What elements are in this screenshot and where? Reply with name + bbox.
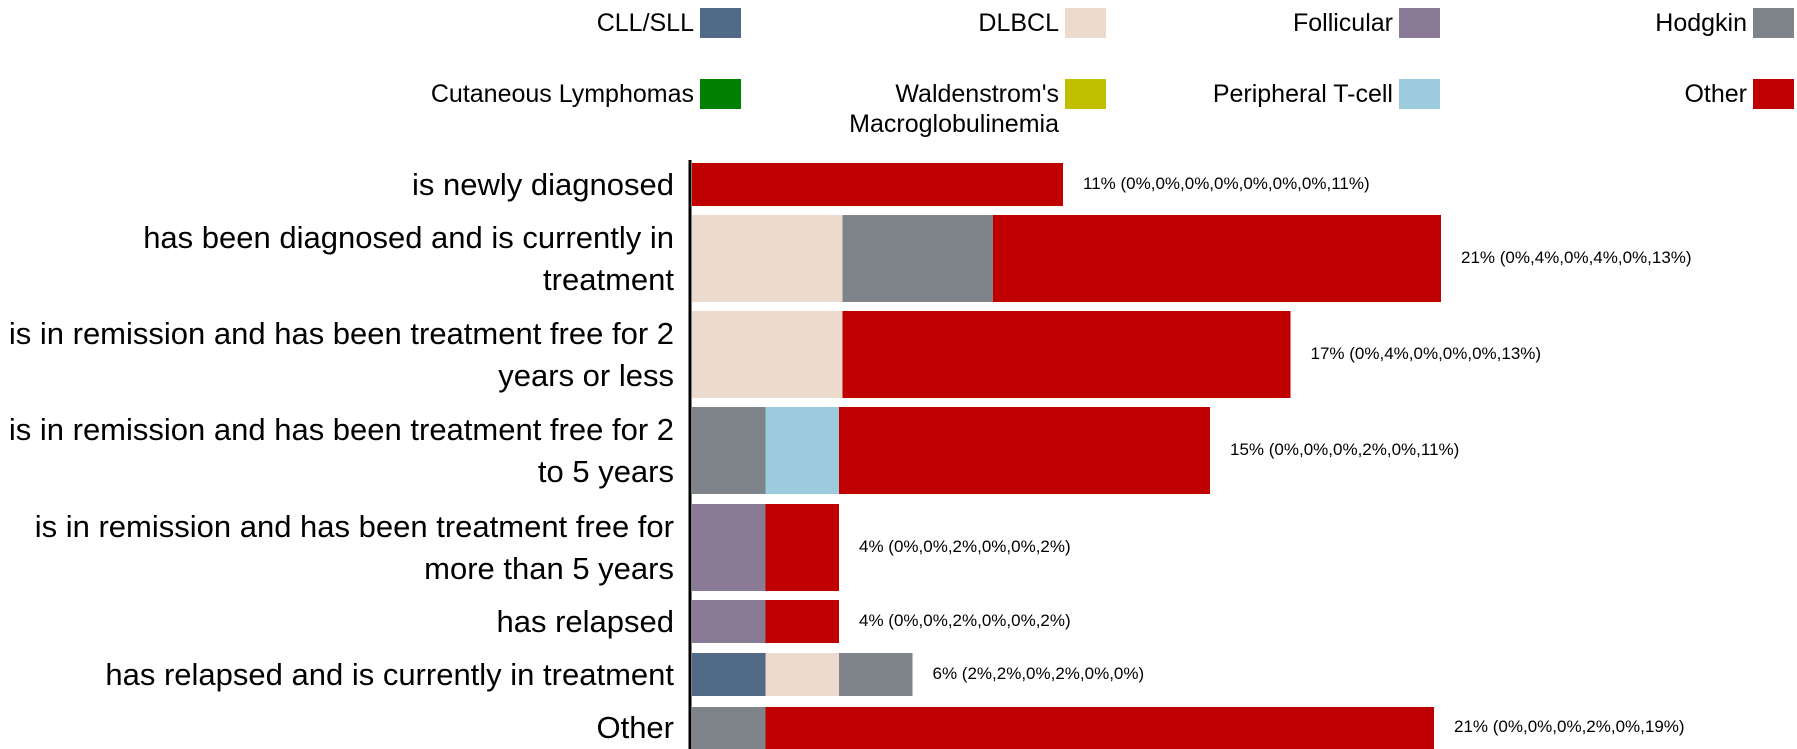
category-label: has been diagnosed and is currently in t… [143,219,674,297]
legend-swatch [1399,79,1440,109]
bar-segment [839,653,913,696]
bar-segment [692,163,1063,206]
bar-segment [839,407,1210,494]
legend-label: CLL/SLL [596,9,694,37]
legend-label: Hodgkin [1655,9,1747,37]
category-label: has relapsed [496,603,674,639]
legend-swatch [1065,8,1106,38]
legend-swatch [700,79,741,109]
bar-segment [692,653,766,696]
value-label: 17% (0%,4%,0%,0%,0%,13%) [1310,343,1542,363]
category-label: is in remission and has been treatment f… [34,508,674,586]
category-label: Other [596,710,674,745]
legend-label: Cutaneous Lymphomas [430,80,694,108]
value-label: 4% (0%,0%,2%,0%,0%,2%) [859,536,1071,556]
legend-label: Follicular [1292,9,1393,37]
legend-swatch [1753,8,1794,38]
bar-segment [842,311,1291,398]
bar-segment [692,600,766,643]
bar-segment [692,707,766,749]
legend-swatch [700,8,741,38]
legend-label: Peripheral T-cell [1212,80,1393,108]
value-label: 4% (0%,0%,2%,0%,0%,2%) [859,610,1071,630]
legend-label: Other [1684,80,1747,108]
value-label: 15% (0%,0%,0%,2%,0%,11%) [1230,439,1460,459]
bar-segment [692,311,843,398]
category-label: has relapsed and is currently in treatme… [105,656,674,692]
legend-swatch [1399,8,1440,38]
bar-segment [993,215,1441,302]
bar-segment [692,215,843,302]
category-label: is in remission and has been treatment f… [8,411,674,489]
bar-segment [765,707,1434,749]
value-label: 6% (2%,2%,0%,2%,0%,0%) [932,663,1145,683]
bar-segment [765,600,839,643]
legend-swatch [1065,79,1106,109]
category-label: is newly diagnosed [412,166,674,202]
value-label: 11% (0%,0%,0%,0%,0%,0%,0%,11%) [1083,173,1370,193]
bar-segment [765,407,839,494]
legend-label: Waldenstrom's Macroglobulinemia [849,80,1059,138]
bar-segment [765,504,839,591]
legend-label: DLBCL [978,9,1059,37]
value-label: 21% (0%,0%,0%,2%,0%,19%) [1454,717,1685,736]
bar-segment [765,653,839,696]
bar-segment [692,504,766,591]
category-label: is in remission and has been treatment f… [8,315,674,393]
bar-segment [692,407,766,494]
value-label: 21% (0%,4%,0%,4%,0%,13%) [1461,247,1692,267]
legend-swatch [1753,79,1794,109]
bar-segment [842,215,993,302]
